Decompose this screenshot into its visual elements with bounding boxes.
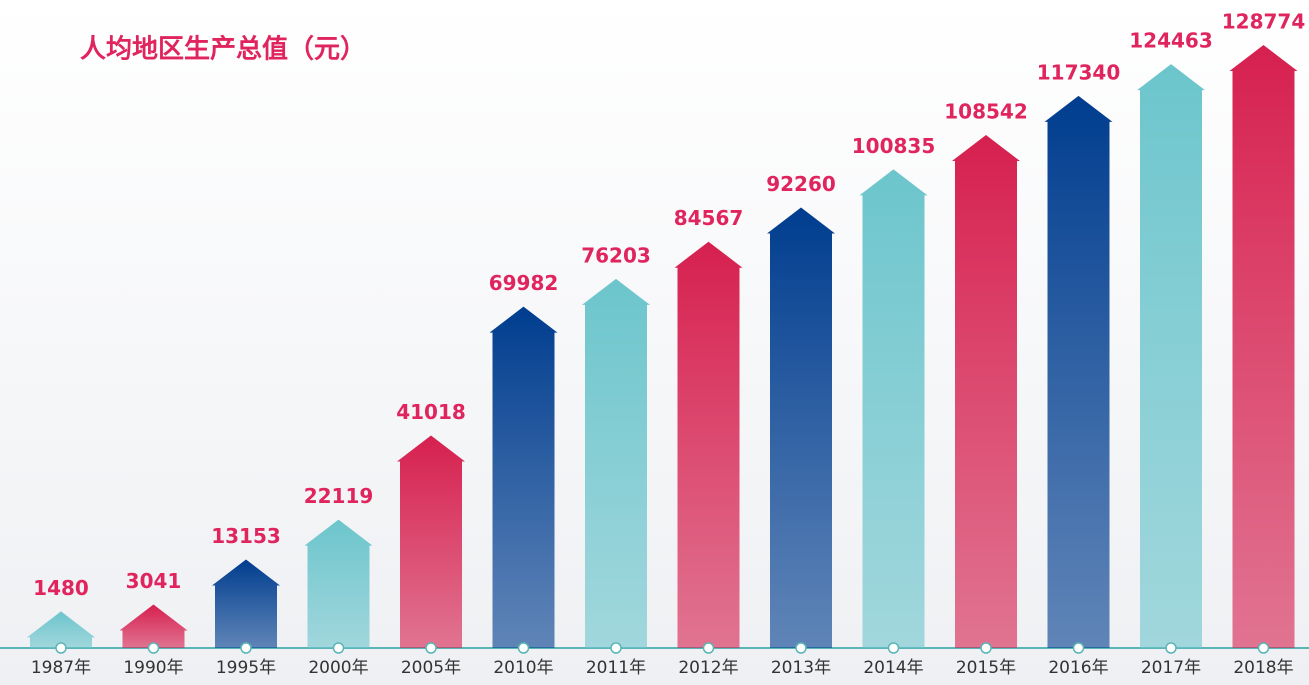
value-label: 128774	[1222, 10, 1306, 34]
x-tick-label: 2016年	[1048, 658, 1108, 678]
chart-title: 人均地区生产总值（元）	[80, 35, 366, 65]
bar	[674, 241, 743, 649]
x-tick-label: 2010年	[493, 658, 553, 678]
x-tick-label: 2017年	[1141, 658, 1201, 678]
value-label: 92260	[766, 172, 836, 196]
value-label: 117340	[1037, 60, 1121, 84]
x-tick-label: 2011年	[586, 658, 646, 678]
bar	[397, 435, 465, 648]
bar	[859, 169, 928, 648]
baseline-dot	[55, 642, 67, 654]
x-tick-label: 2015年	[956, 658, 1016, 678]
baseline-dot	[610, 642, 622, 654]
bar	[767, 207, 835, 648]
value-label: 41018	[396, 400, 466, 424]
x-tick-label: 1995年	[216, 658, 276, 678]
x-tick-label: 1990年	[123, 658, 183, 678]
baseline-dot	[1257, 642, 1270, 654]
value-label: 3041	[126, 569, 182, 593]
x-tick-label: 2005年	[401, 658, 461, 678]
bar	[1137, 64, 1205, 648]
value-label: 1480	[33, 576, 89, 600]
value-label: 76203	[581, 243, 651, 267]
bar	[119, 604, 188, 648]
baseline-dot	[517, 642, 530, 654]
value-label: 108542	[944, 100, 1028, 124]
baseline-dot	[147, 642, 160, 654]
baseline-dot	[1072, 642, 1085, 654]
bar	[1044, 95, 1113, 648]
value-label: 124463	[1129, 29, 1213, 53]
value-label: 22119	[304, 484, 374, 508]
baseline-dot	[980, 642, 992, 654]
baseline-dot	[240, 642, 252, 654]
x-tick-label: 1987年	[31, 658, 91, 678]
bar	[489, 306, 558, 648]
value-label: 100835	[852, 134, 936, 158]
baseline-dot	[332, 642, 345, 654]
bar	[582, 278, 650, 648]
bar	[27, 611, 95, 648]
baseline-dot	[1165, 642, 1177, 654]
x-tick-label: 2000年	[308, 658, 368, 678]
baseline-dot	[425, 642, 437, 654]
x-tick-label: 2012年	[678, 658, 738, 678]
bar	[212, 559, 280, 648]
baseline-dot	[795, 642, 807, 654]
value-label: 84567	[674, 206, 744, 230]
x-tick-label: 2013年	[771, 658, 831, 678]
bar	[1229, 45, 1298, 648]
value-label: 13153	[211, 524, 281, 548]
value-label: 69982	[489, 271, 559, 295]
bar	[304, 519, 373, 648]
x-tick-label: 2018年	[1233, 658, 1293, 678]
baseline-dot	[702, 642, 715, 654]
baseline-dot	[887, 642, 900, 654]
x-tick-label: 2014年	[863, 658, 923, 678]
bar	[952, 135, 1020, 648]
